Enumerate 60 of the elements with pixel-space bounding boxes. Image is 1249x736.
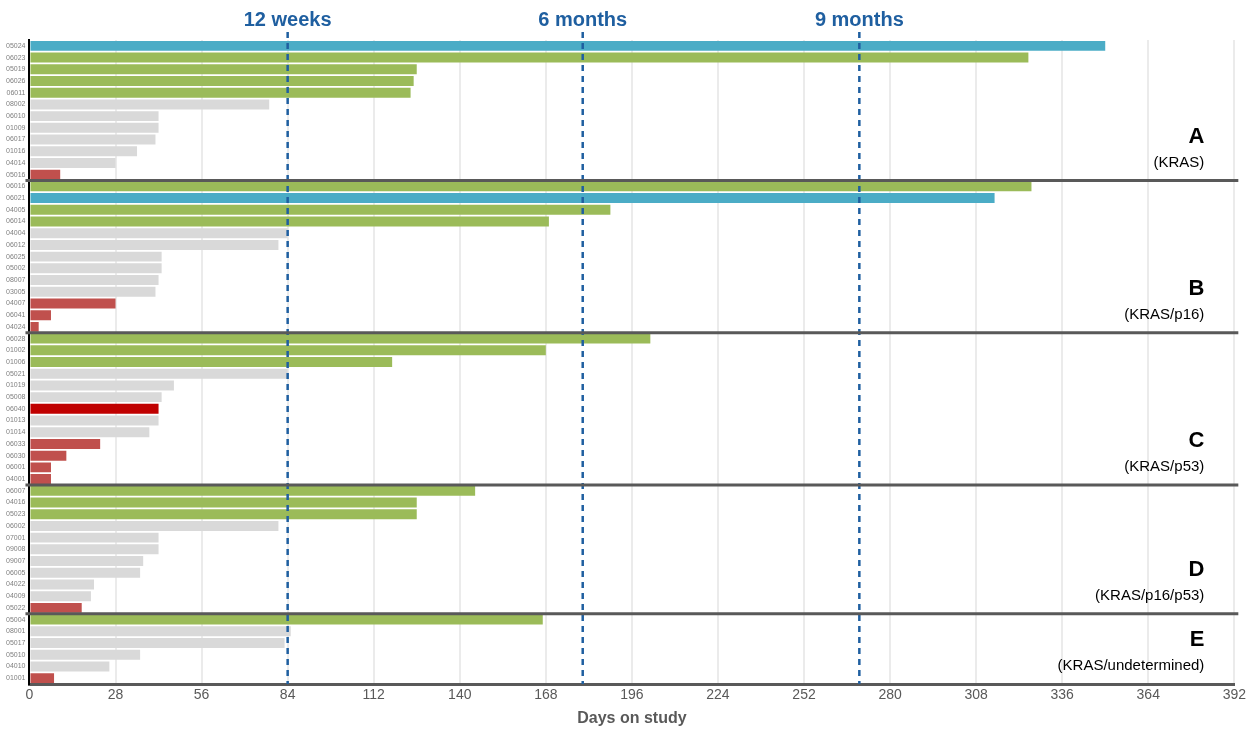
bar [30,614,543,625]
bar [30,626,291,637]
x-tick-label: 224 [706,686,730,703]
bar [30,286,156,297]
x-tick-label: 140 [448,686,472,703]
x-tick-label: 364 [1136,686,1161,703]
x-tick-label: 56 [193,686,210,703]
ref-line-label: 12 weeks [243,7,332,30]
bar [30,111,159,122]
bar [30,438,101,449]
annotation: C [1188,427,1205,453]
annotation: (KRAS) [1153,152,1205,170]
bar [30,638,285,648]
bar [30,76,414,86]
x-tick-label: 0 [25,686,34,703]
bar [30,181,1032,192]
bar [30,275,159,286]
bar [30,216,549,227]
bar [30,40,1106,51]
bar [30,157,116,168]
ref-line-label: 6 months [538,7,628,30]
bar [30,403,159,414]
bar [30,392,162,403]
bar [30,99,270,110]
x-tick-label: 112 [362,686,386,703]
bar [30,193,995,204]
x-axis-title: Days on study [577,708,687,726]
annotation: B [1188,274,1205,300]
x-tick-label: 28 [107,686,124,703]
annotation: D [1188,555,1205,581]
x-tick-label: 392 [1222,686,1247,703]
annotation: A [1188,122,1205,148]
bar [30,310,51,321]
ref-line-label: 9 months [814,7,904,30]
x-tick-label: 168 [534,686,558,703]
bar [30,520,279,531]
x-tick-label: 84 [279,686,296,703]
bar [30,298,116,309]
annotation: (KRAS/p16/p53) [1095,585,1205,603]
bar [30,204,611,215]
bar [30,87,411,98]
bar [30,673,55,684]
bar [30,591,91,602]
bar [30,509,417,520]
annotation: (KRAS/p53) [1124,457,1205,475]
bar [30,239,279,250]
bar [30,228,288,239]
bar [30,497,417,508]
annotation: E [1189,626,1205,652]
x-tick-label: 308 [964,686,989,703]
x-tick-label: 336 [1050,686,1075,703]
x-tick-label: 280 [878,686,902,703]
x-tick-label: 252 [792,686,816,703]
annotation: (KRAS/p16) [1124,304,1205,322]
bar [30,556,144,567]
bar [30,357,393,367]
bar [30,122,159,133]
x-tick-label: 196 [620,686,644,703]
bar [30,485,476,496]
annotation: (KRAS/undetermined) [1057,656,1205,674]
